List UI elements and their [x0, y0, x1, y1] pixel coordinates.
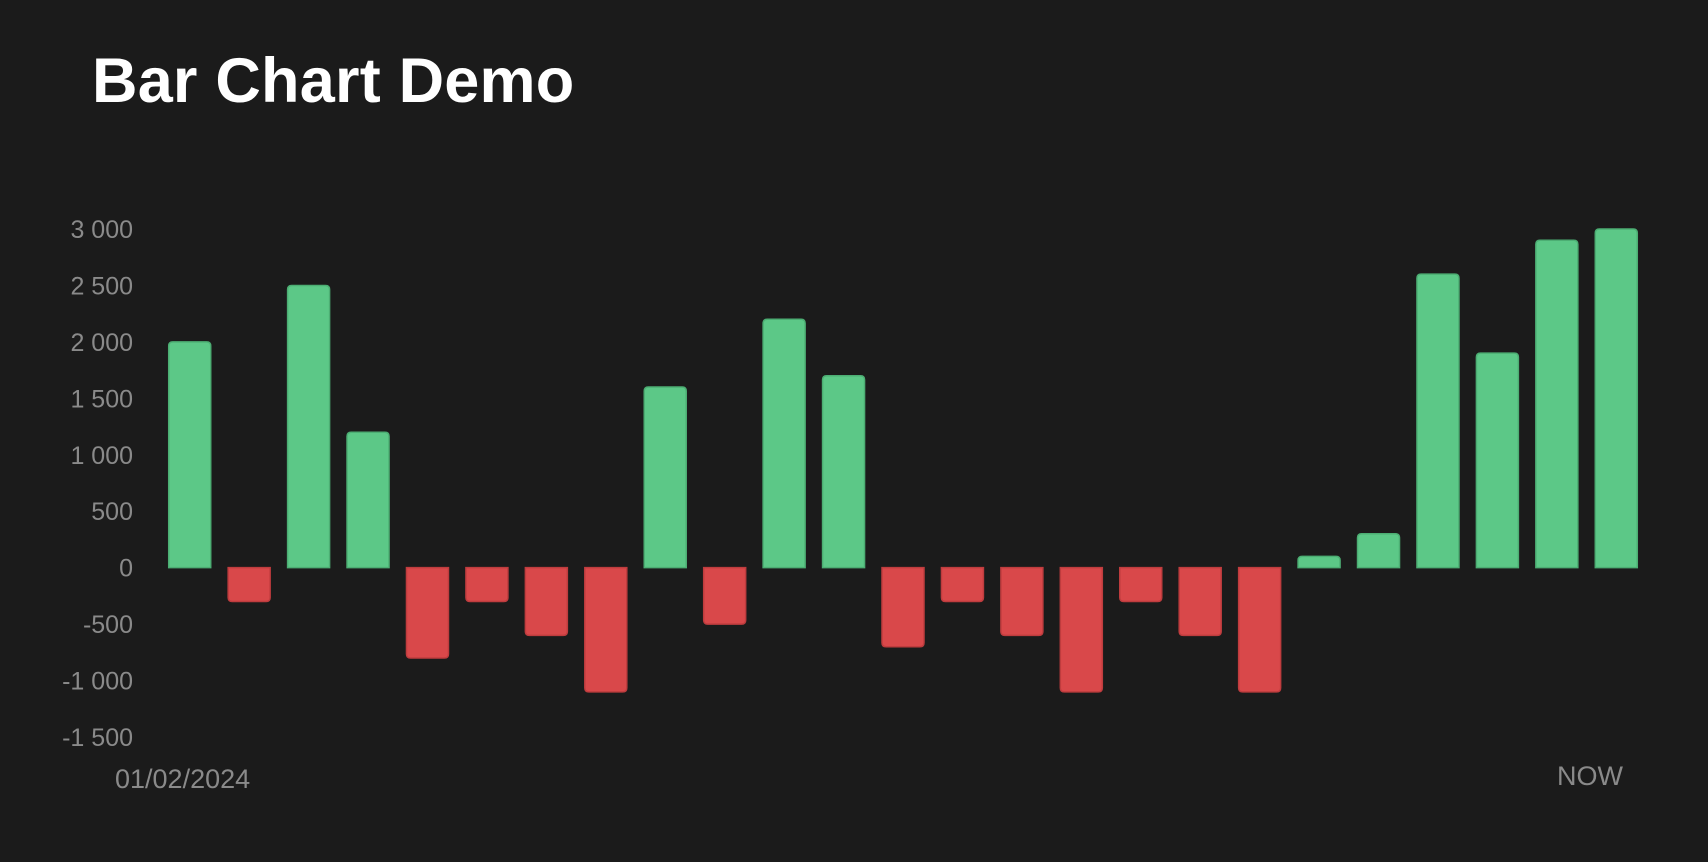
bar-negative[interactable] — [940, 566, 985, 603]
y-tick-label: 1 500 — [70, 385, 133, 413]
bar-positive[interactable] — [1297, 555, 1341, 569]
bar-negative[interactable] — [524, 566, 569, 637]
bar-negative[interactable] — [584, 566, 628, 693]
chart-title: Bar Chart Demo — [92, 46, 575, 116]
bar-positive[interactable] — [1356, 533, 1401, 569]
y-tick-label: 3 000 — [70, 216, 133, 244]
bar-positive[interactable] — [286, 284, 331, 569]
bar-negative[interactable] — [702, 566, 747, 625]
bar-negative[interactable] — [405, 566, 450, 659]
bar-positive[interactable] — [643, 386, 687, 569]
bar-positive[interactable] — [1535, 239, 1579, 569]
bar-negative[interactable] — [1178, 566, 1222, 637]
bar-negative[interactable] — [1119, 566, 1163, 603]
y-axis: 3 000 2 500 2 000 1 500 1 000 500 0 -500 -1 000 -… — [62, 216, 133, 752]
y-tick-label: 2 000 — [70, 329, 133, 357]
bar-negative[interactable] — [227, 566, 271, 603]
bar-positive[interactable] — [1594, 228, 1639, 569]
bars-group — [167, 228, 1639, 693]
y-tick-label: 0 — [119, 555, 133, 583]
y-tick-label: 500 — [91, 498, 133, 526]
y-tick-label: -1 500 — [62, 724, 133, 752]
bar-positive[interactable] — [346, 431, 390, 569]
bar-positive[interactable] — [1475, 352, 1520, 569]
bar-negative[interactable] — [1000, 566, 1044, 637]
bar-positive[interactable] — [762, 318, 806, 569]
bar-negative[interactable] — [1237, 566, 1282, 693]
bar-positive[interactable] — [821, 375, 866, 569]
x-axis-start-label: 01/02/2024 — [115, 764, 251, 794]
x-axis-end-label: NOW — [1557, 761, 1623, 791]
y-tick-label: 2 500 — [70, 272, 133, 300]
bar-positive[interactable] — [1416, 273, 1460, 569]
y-tick-label: 1 000 — [70, 442, 133, 470]
bar-negative[interactable] — [881, 566, 925, 648]
bar-negative[interactable] — [465, 566, 509, 603]
y-tick-label: -1 000 — [62, 668, 133, 696]
bar-negative[interactable] — [1059, 566, 1104, 693]
bar-positive[interactable] — [167, 341, 212, 569]
y-tick-label: -500 — [83, 611, 133, 639]
